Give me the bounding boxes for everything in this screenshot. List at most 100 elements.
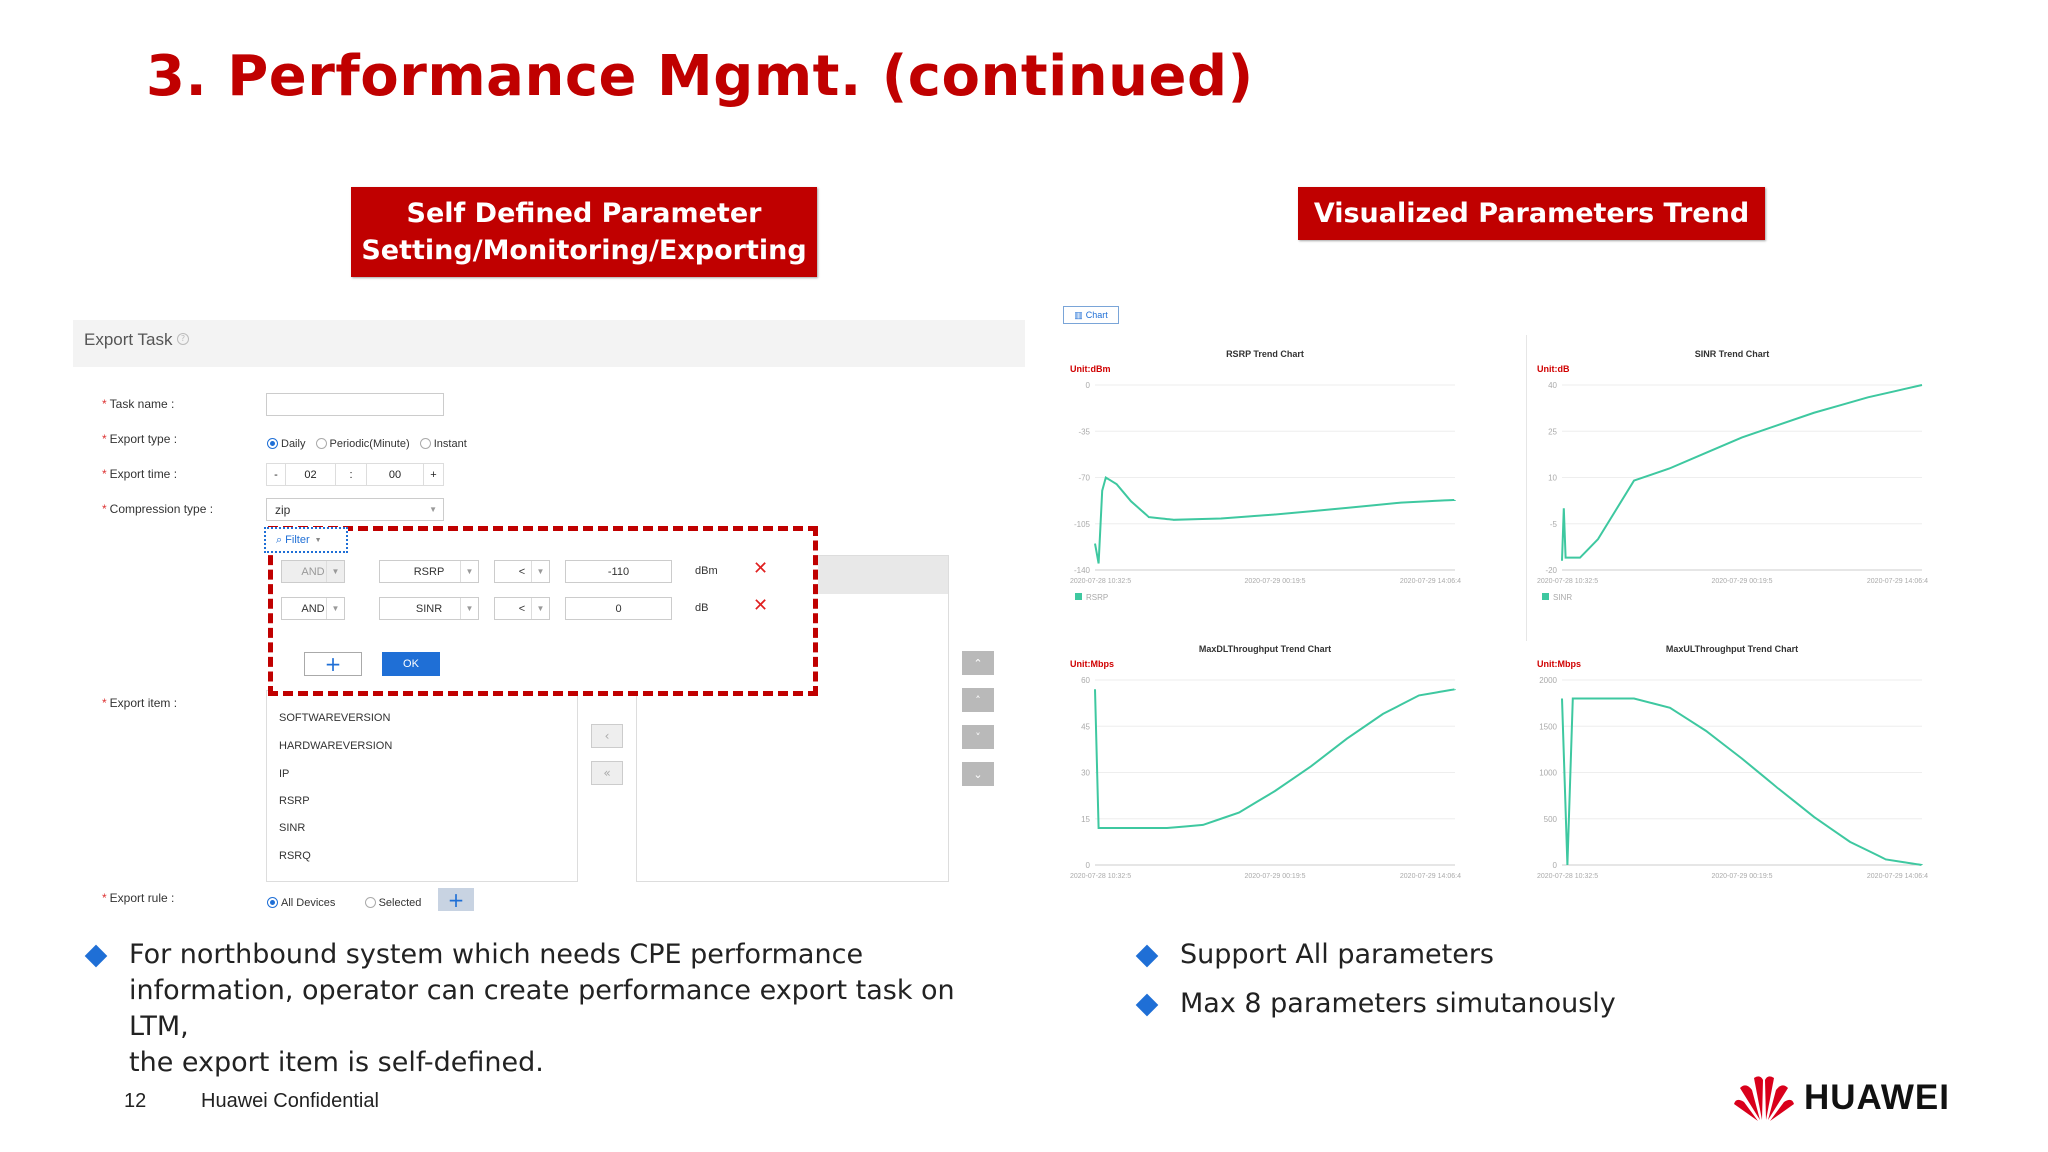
chart-unit-label: Unit:Mbps	[1537, 659, 1581, 669]
chevron-down-icon: ▼	[460, 598, 478, 619]
filter-tab[interactable]: ⌕ Filter ▼	[264, 527, 348, 553]
y-tick-label: 1500	[1539, 722, 1557, 731]
chart-title: SINR Trend Chart	[1695, 349, 1770, 359]
move-top-button[interactable]: ⌃	[962, 651, 994, 675]
list-item[interactable]: SINR	[279, 822, 306, 834]
add-rule-button[interactable]: +	[438, 888, 474, 912]
y-tick-label: 60	[1081, 676, 1090, 685]
list-item[interactable]: IP	[279, 768, 290, 780]
bullet-diamond-icon	[84, 944, 108, 968]
export-type-radio-group: Daily Periodic(Minute) Instant	[267, 433, 472, 452]
close-icon[interactable]: ✕	[753, 595, 769, 616]
ok-button[interactable]: OK	[382, 652, 440, 676]
x-tick-label: 2020-07-29 00:19:5	[1711, 578, 1772, 585]
radio-instant[interactable]	[419, 438, 431, 449]
help-icon[interactable]: ?	[177, 333, 189, 345]
y-tick-label: -70	[1078, 474, 1090, 483]
radio-selected-label: Selected	[378, 896, 422, 909]
task-name-input[interactable]	[266, 393, 444, 416]
radio-all-devices-label: All Devices	[281, 896, 336, 909]
compression-select[interactable]: zip ▼	[266, 498, 444, 521]
filter-row2-logic-select[interactable]: AND ▼	[281, 597, 345, 620]
y-tick-label: 0	[1086, 861, 1091, 870]
legend-swatch	[1542, 593, 1549, 600]
export-task-header: Export Task ?	[73, 320, 1025, 367]
radio-selected[interactable]	[364, 897, 376, 908]
filter-row2-op-select[interactable]: < ▼	[494, 597, 550, 620]
bullet-right-1: Support All parameters	[1180, 939, 1494, 970]
y-tick-label: -105	[1074, 520, 1091, 529]
bullet-left-line: the export item is self-defined.	[129, 1047, 544, 1078]
chevron-down-icon: ▼	[326, 598, 344, 619]
time-plus-button[interactable]: +	[424, 463, 444, 486]
chart-title: MaxULThroughput Trend Chart	[1666, 644, 1798, 654]
radio-all-devices[interactable]	[267, 897, 278, 908]
bullet-diamond-icon	[1135, 993, 1159, 1017]
y-tick-label: 45	[1081, 722, 1090, 731]
chart-tab[interactable]: ▥ Chart	[1063, 306, 1119, 324]
close-icon[interactable]: ✕	[753, 558, 769, 579]
move-up-button[interactable]: ˄	[962, 688, 994, 712]
charts-svg: RSRP Trend Chart Unit:dBm 0 -35 -70 -105 -140 2…	[1070, 349, 1928, 880]
banner-left-line1: Self Defined Parameter	[406, 198, 762, 229]
page-number: 12	[124, 1090, 147, 1112]
y-tick-label: 30	[1081, 769, 1090, 778]
filter-row1-op-select[interactable]: < ▼	[494, 560, 550, 583]
export-rule-radio-group: All Devices Selected	[267, 892, 426, 911]
y-tick-label: 10	[1548, 474, 1557, 483]
radio-periodic[interactable]	[315, 438, 327, 449]
time-hour-field[interactable]: 02	[286, 463, 336, 486]
y-tick-label: 15	[1081, 815, 1090, 824]
time-minute-field[interactable]: 00	[366, 463, 424, 486]
y-tick-label: 25	[1548, 427, 1557, 436]
list-item[interactable]: HARDWAREVERSION	[279, 740, 393, 752]
filter-row1-value-input[interactable]: -110	[565, 560, 672, 583]
series-line	[1094, 475, 1456, 564]
series-line	[1561, 697, 1923, 866]
filter-row1-logic-select[interactable]: AND ▼	[281, 560, 345, 583]
radio-instant-label: Instant	[433, 437, 467, 450]
legend-swatch	[1075, 593, 1082, 600]
chart-title: MaxDLThroughput Trend Chart	[1199, 644, 1331, 654]
filter-popup: AND ▼ RSRP ▼ < ▼ -110 dBm ✕ AND ▼ SINR ▼ < ▼ 0…	[268, 526, 818, 696]
x-tick-label: 2020-07-28 10:32:5	[1070, 873, 1131, 880]
move-all-left-button[interactable]: «	[591, 761, 623, 785]
move-down-button[interactable]: ˅	[962, 725, 994, 749]
y-tick-label: -20	[1545, 566, 1557, 575]
slide-title: 3. Performance Mgmt. (continued)	[146, 44, 1254, 109]
x-tick-label: 2020-07-29 14:06:4	[1400, 578, 1461, 585]
radio-daily[interactable]	[267, 438, 278, 449]
x-tick-label: 2020-07-29 00:19:5	[1244, 578, 1305, 585]
banner-visualized: Visualized Parameters Trend	[1298, 187, 1765, 240]
y-tick-label: -140	[1074, 566, 1091, 575]
move-bottom-button[interactable]: ⌄	[962, 762, 994, 786]
export-item-label: * Export item :	[102, 696, 178, 710]
chevron-down-icon: ▼	[326, 561, 344, 582]
move-left-button[interactable]: ‹	[591, 724, 623, 748]
filter-row2-value-input[interactable]: 0	[565, 597, 672, 620]
chart-unit-label: Unit:Mbps	[1070, 659, 1114, 669]
list-item[interactable]: RSRQ	[279, 850, 311, 862]
x-tick-label: 2020-07-28 10:32:5	[1070, 578, 1131, 585]
bullet-left-text: For northbound system which needs CPE pe…	[129, 937, 959, 1081]
legend-label: SINR	[1553, 593, 1572, 602]
add-filter-button[interactable]: +	[304, 652, 362, 676]
filter-row2-param-select[interactable]: SINR ▼	[379, 597, 479, 620]
available-items-list: SOFTWAREVERSION HARDWAREVERSION IP RSRP …	[266, 690, 578, 882]
legend-label: RSRP	[1086, 593, 1108, 602]
list-item[interactable]: RSRP	[279, 795, 310, 807]
y-tick-label: -35	[1078, 427, 1090, 436]
filter-row1-unit: dBm	[695, 565, 718, 577]
filter-row1-param-select[interactable]: RSRP ▼	[379, 560, 479, 583]
y-tick-label: -5	[1550, 520, 1558, 529]
time-minus-button[interactable]: -	[266, 463, 286, 486]
filter-row2-unit: dB	[695, 602, 709, 614]
list-item[interactable]: SOFTWAREVERSION	[279, 712, 391, 724]
x-tick-label: 2020-07-29 00:19:5	[1244, 873, 1305, 880]
y-tick-label: 0	[1553, 861, 1558, 870]
chart-tab-label: Chart	[1085, 310, 1108, 320]
y-tick-label: 2000	[1539, 676, 1557, 685]
bullet-diamond-icon	[1135, 944, 1159, 968]
confidential-label: Huawei Confidential	[201, 1090, 379, 1112]
y-tick-label: 1000	[1539, 769, 1557, 778]
